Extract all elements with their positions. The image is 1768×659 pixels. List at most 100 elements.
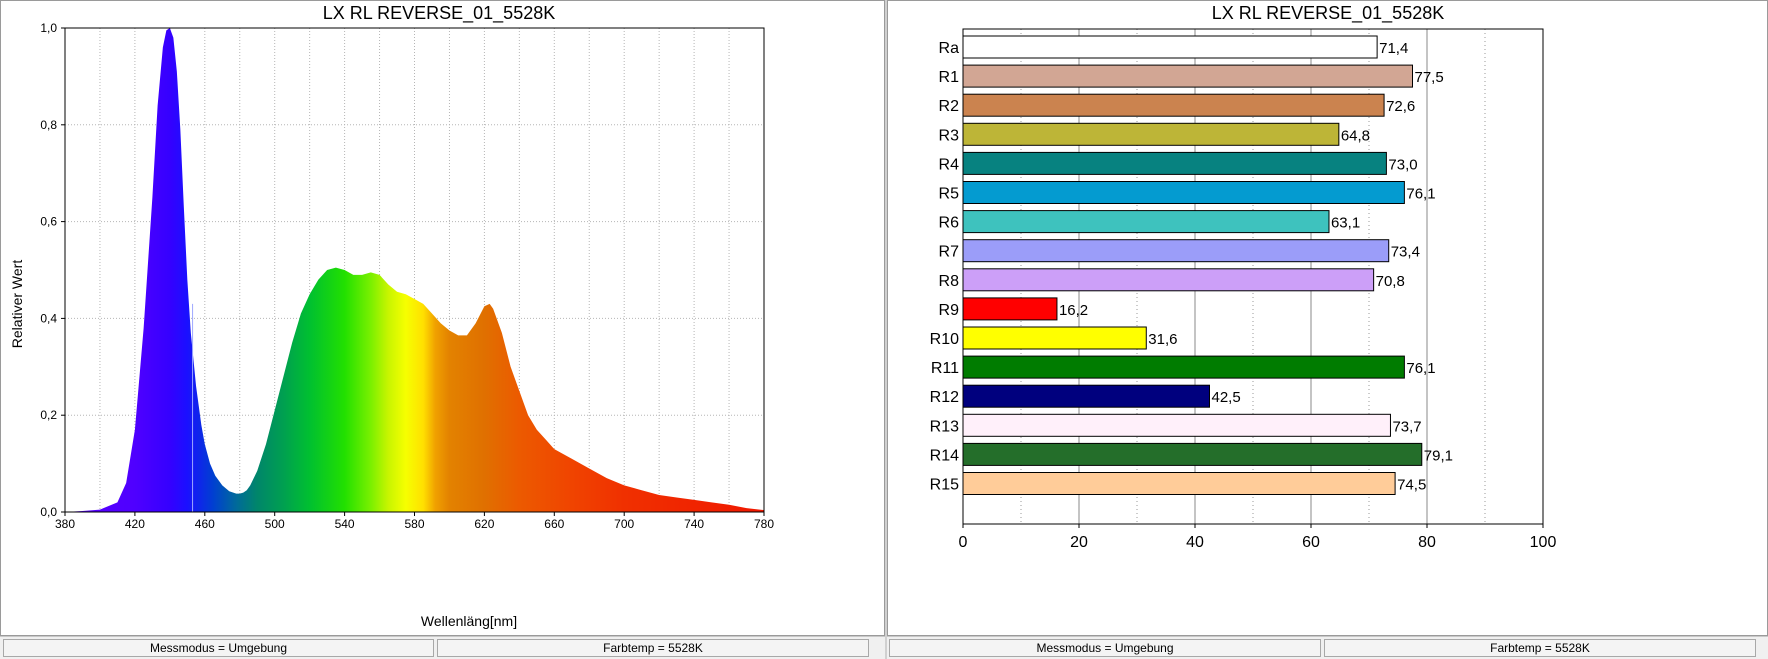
cri-x-tick-label: 80 <box>1418 534 1436 551</box>
cri-bar <box>962 122 1340 146</box>
cri-category-label: R12 <box>930 389 959 406</box>
cri-value-label: 74,5 <box>1397 477 1426 494</box>
cri-x-tick-label: 0 <box>959 534 968 551</box>
cri-category-label: R7 <box>939 244 960 261</box>
cri-bar <box>962 297 1058 321</box>
cri-value-label: 16,2 <box>1059 302 1088 319</box>
cri-x-tick-label: 60 <box>1302 534 1320 551</box>
cri-bar <box>962 355 1405 379</box>
spectrum-x-ticks: 380 420 460 500 540 580 620 660 700 740 780 <box>55 512 774 531</box>
cri-x-tick-label: 40 <box>1186 534 1204 551</box>
spectrum-x-axis-label: Wellenläng[nm] <box>421 613 517 629</box>
status-color-temp: Farbtemp = 5528K <box>1324 639 1756 657</box>
cri-x-ticks: 0 20 40 60 80 100 <box>959 524 1557 551</box>
cri-value-label: 31,6 <box>1148 331 1177 348</box>
cri-category-label: R8 <box>939 273 960 290</box>
cri-bar-row: R13 73,7 <box>930 413 1422 437</box>
cri-bar <box>962 413 1391 437</box>
cri-bars: Ra 71,4 R1 77,5 R2 72,6 R3 64,8 R4 73,0 R5 76,1 R6 63… <box>930 35 1453 495</box>
cri-category-label: R3 <box>939 127 960 144</box>
cri-bar-row: R7 73,4 <box>939 239 1420 263</box>
spectrum-y-tick-label: 0,0 <box>40 505 57 519</box>
spectrum-x-tick-label: 420 <box>125 517 145 531</box>
cri-bar <box>962 239 1390 263</box>
cri-value-label: 70,8 <box>1376 273 1405 290</box>
cri-category-label: R1 <box>939 69 960 86</box>
cri-category-label: R9 <box>939 302 960 319</box>
spectrum-y-tick-label: 1,0 <box>40 21 57 35</box>
cri-bar-row: R9 16,2 <box>939 297 1088 321</box>
cri-category-label: R14 <box>930 447 959 464</box>
cri-panel: LX RL REVERSE_01_5528K Ra 71,4 R1 77,5 R2 72,… <box>887 0 1768 636</box>
spectrum-area <box>65 28 764 512</box>
cri-bar-row: R15 74,5 <box>930 472 1426 495</box>
cri-bar <box>962 64 1413 88</box>
cri-value-label: 76,1 <box>1406 360 1435 377</box>
spectrum-y-tick-label: 0,4 <box>40 311 57 325</box>
cri-bar-row: R12 42,5 <box>930 384 1241 408</box>
spectrum-y-tick-label: 0,6 <box>40 215 57 229</box>
cri-category-label: R2 <box>939 98 960 115</box>
cri-x-tick-label: 100 <box>1530 534 1557 551</box>
spectrum-x-tick-label: 700 <box>614 517 634 531</box>
cri-category-label: R10 <box>930 331 959 348</box>
spectrum-x-tick-label: 580 <box>404 517 424 531</box>
cri-bar-row: R14 79,1 <box>930 442 1453 466</box>
status-measure-mode: Messmodus = Umgebung <box>3 639 434 657</box>
spectrum-y-axis-label: Relativer Wert <box>9 260 25 349</box>
spectrum-x-tick-label: 460 <box>195 517 215 531</box>
cri-bar-row: R3 64,8 <box>939 122 1370 146</box>
cri-bar <box>962 151 1387 175</box>
cri-bar <box>962 326 1147 350</box>
status-bar-right: Messmodus = Umgebung Farbtemp = 5528K <box>887 636 1768 659</box>
status-color-temp: Farbtemp = 5528K <box>437 639 869 657</box>
spectrum-y-ticks: 0,0 0,2 0,4 0,6 0,8 1,0 <box>40 21 65 519</box>
cri-category-label: R5 <box>939 186 960 203</box>
spectrum-x-tick-label: 740 <box>684 517 704 531</box>
cri-bar <box>962 268 1375 292</box>
spectrum-chart: LX RL REVERSE_01_5528K 380 420 460 500 540 58… <box>9 3 774 629</box>
spectrum-panel: LX RL REVERSE_01_5528K 380 420 460 500 540 58… <box>0 0 885 636</box>
panel-divider <box>885 0 887 659</box>
cri-x-tick-label: 20 <box>1070 534 1088 551</box>
spectrum-x-tick-label: 660 <box>544 517 564 531</box>
cri-category-label: R15 <box>930 477 959 494</box>
cri-value-label: 73,4 <box>1391 244 1420 261</box>
cri-value-label: 72,6 <box>1386 98 1415 115</box>
cri-category-label: Ra <box>939 40 960 57</box>
cri-bar <box>962 35 1378 59</box>
cri-value-label: 73,7 <box>1392 418 1421 435</box>
cri-bar-chart: LX RL REVERSE_01_5528K Ra 71,4 R1 77,5 R2 72,… <box>930 3 1557 551</box>
cri-value-label: 73,0 <box>1388 156 1417 173</box>
cri-plot-frame <box>962 28 1544 525</box>
cri-value-label: 76,1 <box>1406 186 1435 203</box>
spectrum-title: LX RL REVERSE_01_5528K <box>323 3 555 24</box>
spectrum-y-tick-label: 0,2 <box>40 408 57 422</box>
spectrum-x-tick-label: 780 <box>754 517 774 531</box>
cri-bar-row: R10 31,6 <box>930 326 1177 350</box>
spectrum-x-tick-label: 620 <box>474 517 494 531</box>
cri-category-label: R13 <box>930 418 959 435</box>
cri-bar-row: R4 73,0 <box>939 151 1418 175</box>
cri-value-label: 71,4 <box>1379 40 1408 57</box>
cri-category-label: R11 <box>931 360 959 377</box>
status-measure-mode: Messmodus = Umgebung <box>889 639 1321 657</box>
cri-category-label: R4 <box>939 156 960 173</box>
cri-bar <box>962 442 1423 466</box>
status-bar-left: Messmodus = Umgebung Farbtemp = 5528K <box>0 636 885 659</box>
cri-value-label: 77,5 <box>1415 69 1444 86</box>
cri-value-label: 42,5 <box>1212 389 1241 406</box>
cri-bar-row: R1 77,5 <box>939 64 1444 88</box>
cri-value-label: 79,1 <box>1424 447 1453 464</box>
cri-value-label: 63,1 <box>1331 215 1360 232</box>
spectrum-x-tick-label: 380 <box>55 517 75 531</box>
cri-value-label: 64,8 <box>1341 127 1370 144</box>
cri-bar-row: R5 76,1 <box>939 181 1436 204</box>
cri-title: LX RL REVERSE_01_5528K <box>1212 3 1444 24</box>
cri-category-label: R6 <box>939 215 960 232</box>
cri-bar-row: Ra 71,4 <box>939 35 1408 59</box>
spectrum-grid <box>65 28 764 512</box>
spectrum-y-tick-label: 0,8 <box>40 118 57 132</box>
cri-bar-row: R2 72,6 <box>939 93 1415 117</box>
cri-bar-row: R6 63,1 <box>939 210 1360 234</box>
